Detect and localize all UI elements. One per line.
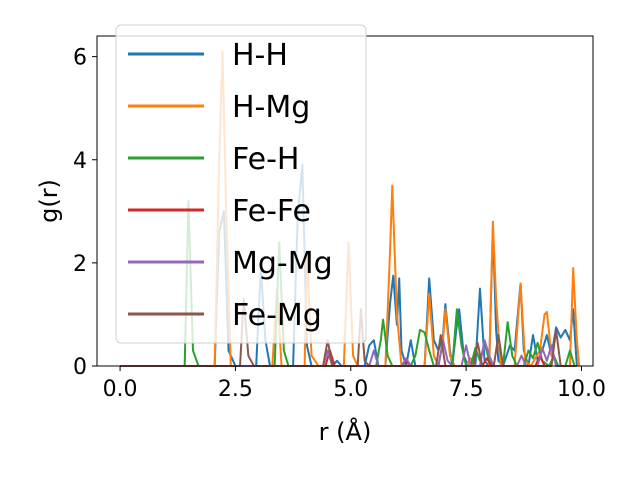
y-tick-label: 4	[73, 149, 87, 174]
x-tick-label: 0.0	[103, 377, 138, 402]
y-tick-label: 0	[73, 355, 87, 380]
x-tick-label: 7.5	[449, 377, 484, 402]
y-axis-ticks: 0 2 4 6	[73, 46, 97, 380]
x-tick-label: 2.5	[218, 377, 253, 402]
x-tick-label: 5.0	[333, 377, 368, 402]
series-line-mg-mg	[120, 339, 577, 367]
series-line-fe-h	[120, 200, 576, 367]
legend-label: Fe-H	[232, 142, 299, 177]
legend: H-H H-Mg Fe-H Fe-Fe Mg-Mg Fe-Mg	[115, 24, 367, 344]
y-tick-label: 2	[73, 252, 87, 277]
legend-label: Fe-Fe	[232, 194, 311, 229]
y-axis-label: g(r)	[35, 179, 63, 223]
legend-label: Mg-Mg	[232, 246, 333, 281]
y-tick-label: 6	[73, 46, 87, 71]
legend-label: H-Mg	[232, 90, 310, 125]
legend-label: Fe-Mg	[232, 298, 322, 333]
legend-label: H-H	[232, 38, 288, 73]
x-axis-ticks: 0.0 2.5 5.0 7.5 10.0	[103, 366, 606, 402]
x-axis-label: r (Å)	[319, 417, 372, 446]
x-tick-label: 10.0	[557, 377, 606, 402]
